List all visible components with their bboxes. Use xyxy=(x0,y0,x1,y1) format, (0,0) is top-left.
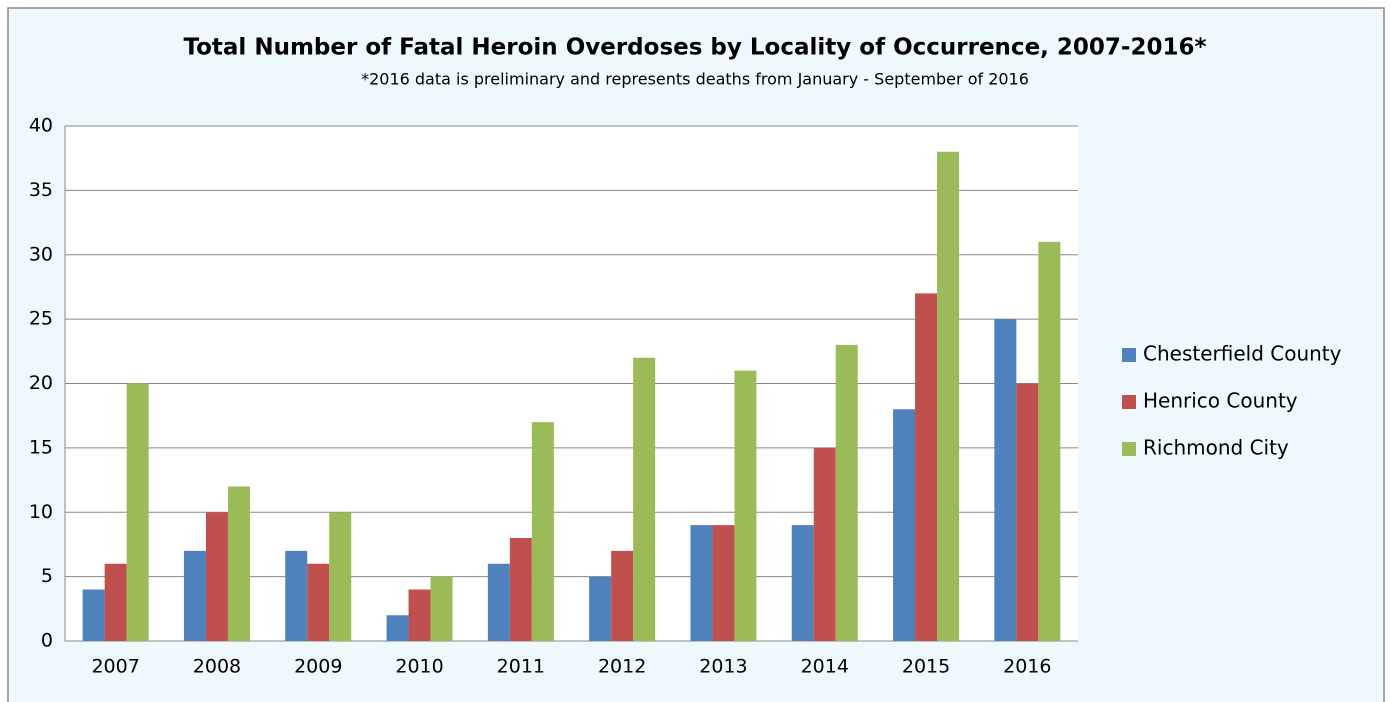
y-tick-label: 40 xyxy=(29,115,53,137)
legend-swatch xyxy=(1122,348,1136,362)
chart-subtitle: *2016 data is preliminary and represents… xyxy=(361,70,1029,89)
bar xyxy=(1016,383,1039,641)
x-tick-label: 2013 xyxy=(699,656,747,678)
x-tick-label: 2007 xyxy=(91,656,139,678)
bar xyxy=(633,357,656,641)
bar xyxy=(611,550,634,641)
y-tick-label: 5 xyxy=(41,565,53,587)
bar xyxy=(329,512,352,641)
bar xyxy=(487,563,510,641)
bar xyxy=(813,447,836,641)
bar xyxy=(589,576,612,641)
legend-label: Henrico County xyxy=(1143,389,1298,413)
bar xyxy=(227,486,250,641)
y-tick-label: 10 xyxy=(29,501,53,523)
bar xyxy=(531,422,554,641)
bar xyxy=(1038,241,1061,641)
bar xyxy=(82,589,105,641)
legend-label: Chesterfield County xyxy=(1143,342,1342,366)
bar xyxy=(183,550,206,641)
x-tick-label: 2014 xyxy=(801,656,849,678)
legend-swatch xyxy=(1122,395,1136,409)
legend-label: Richmond City xyxy=(1143,436,1289,460)
x-tick-label: 2012 xyxy=(598,656,646,678)
bar xyxy=(205,512,228,641)
x-tick-label: 2015 xyxy=(902,656,950,678)
y-tick-label: 35 xyxy=(29,179,53,201)
y-tick-label: 15 xyxy=(29,436,53,458)
bar xyxy=(285,550,308,641)
x-tick-label: 2009 xyxy=(294,656,342,678)
bar xyxy=(104,563,127,641)
y-tick-label: 30 xyxy=(29,243,53,265)
x-tick-label: 2010 xyxy=(395,656,443,678)
y-tick-label: 20 xyxy=(29,372,53,394)
legend-swatch xyxy=(1122,442,1136,456)
bar xyxy=(690,525,713,641)
bar xyxy=(386,615,409,641)
bar xyxy=(734,370,757,641)
bar xyxy=(893,409,916,641)
bar xyxy=(915,293,938,641)
bar xyxy=(791,525,814,641)
x-tick-label: 2016 xyxy=(1003,656,1051,678)
bar xyxy=(430,576,453,641)
x-tick-label: 2011 xyxy=(497,656,545,678)
y-tick-label: 0 xyxy=(41,630,53,652)
x-tick-label: 2008 xyxy=(193,656,241,678)
bar xyxy=(712,525,735,641)
bar xyxy=(126,383,149,641)
bar xyxy=(509,538,532,641)
bar xyxy=(937,151,960,641)
bar xyxy=(994,319,1017,641)
bar xyxy=(307,563,330,641)
y-tick-label: 25 xyxy=(29,308,53,330)
bar xyxy=(408,589,431,641)
chart-title: Total Number of Fatal Heroin Overdoses b… xyxy=(183,35,1206,61)
bar xyxy=(835,344,858,641)
